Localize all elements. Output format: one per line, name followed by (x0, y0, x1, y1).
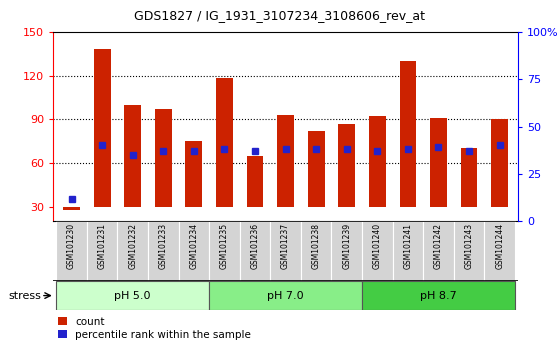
Bar (185, 141, 202, 207)
Text: GSM101235: GSM101235 (220, 223, 229, 269)
Bar (209, 221, 240, 281)
Bar (94, 49, 110, 207)
Text: GSM101240: GSM101240 (373, 223, 382, 269)
Bar (484, 221, 515, 281)
Text: GSM101233: GSM101233 (159, 223, 168, 269)
Bar (393, 221, 423, 281)
Bar (454, 221, 484, 281)
Text: GSM101231: GSM101231 (97, 223, 106, 269)
Bar (155, 109, 172, 207)
Bar (362, 281, 515, 310)
Bar (308, 131, 325, 207)
Bar (63, 207, 80, 210)
Bar (87, 221, 118, 281)
Bar (338, 124, 355, 207)
Text: GSM101243: GSM101243 (465, 223, 474, 269)
Text: GSM101241: GSM101241 (403, 223, 412, 269)
Bar (124, 105, 141, 207)
Text: GSM101234: GSM101234 (189, 223, 198, 269)
Text: pH 8.7: pH 8.7 (420, 291, 457, 301)
Bar (209, 281, 362, 310)
Text: GSM101242: GSM101242 (434, 223, 443, 269)
Bar (179, 221, 209, 281)
Bar (56, 221, 87, 281)
Bar (461, 148, 478, 207)
Bar (430, 118, 447, 207)
Bar (369, 116, 386, 207)
Text: GSM101230: GSM101230 (67, 223, 76, 269)
Bar (240, 221, 270, 281)
Text: stress: stress (8, 291, 41, 301)
Bar (301, 221, 332, 281)
Bar (148, 221, 179, 281)
Text: GSM101239: GSM101239 (342, 223, 351, 269)
Bar (491, 119, 508, 207)
Text: GDS1827 / IG_1931_3107234_3108606_rev_at: GDS1827 / IG_1931_3107234_3108606_rev_at (134, 9, 426, 22)
Text: GSM101244: GSM101244 (495, 223, 504, 269)
Bar (246, 156, 263, 207)
Bar (270, 221, 301, 281)
Bar (277, 115, 294, 207)
Text: GSM101236: GSM101236 (250, 223, 259, 269)
Bar (56, 281, 209, 310)
Text: GSM101237: GSM101237 (281, 223, 290, 269)
Bar (399, 61, 416, 207)
Bar (332, 221, 362, 281)
Bar (118, 221, 148, 281)
Bar (362, 221, 393, 281)
Legend: count, percentile rank within the sample: count, percentile rank within the sample (58, 317, 251, 340)
Text: GSM101232: GSM101232 (128, 223, 137, 269)
Bar (423, 221, 454, 281)
Text: GSM101238: GSM101238 (312, 223, 321, 269)
Text: pH 7.0: pH 7.0 (267, 291, 304, 301)
Bar (216, 79, 233, 207)
Text: pH 5.0: pH 5.0 (114, 291, 151, 301)
